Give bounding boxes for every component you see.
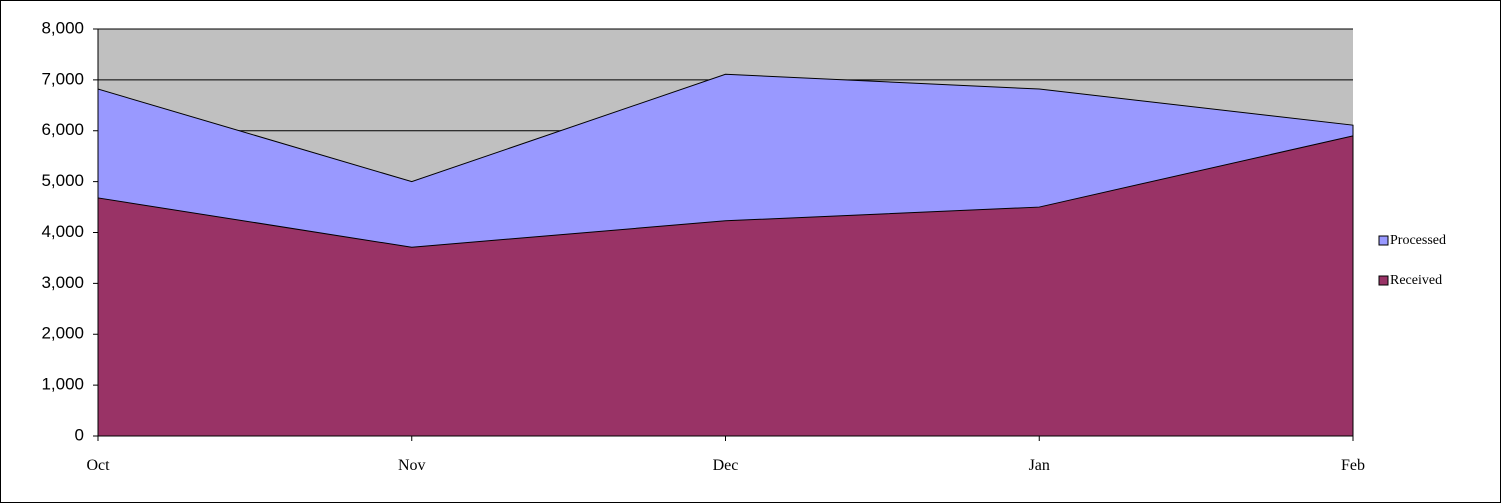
x-tick-label: Nov (398, 457, 426, 474)
y-tick-label: 3,000 (41, 273, 84, 292)
legend-label: Received (1390, 273, 1442, 288)
x-tick-label: Feb (1341, 457, 1365, 474)
y-tick-label: 2,000 (41, 324, 84, 343)
y-tick-label: 4,000 (41, 222, 84, 241)
legend-label: Processed (1390, 233, 1446, 248)
y-tick-label: 0 (75, 425, 84, 444)
legend-swatch (1378, 235, 1389, 246)
y-tick-label: 5,000 (41, 171, 84, 190)
y-tick-label: 7,000 (41, 69, 84, 88)
area (97, 135, 1354, 437)
y-tick-label: 8,000 (41, 18, 84, 37)
y-tick-label: 6,000 (41, 120, 84, 139)
x-tick-label: Jan (1029, 457, 1050, 474)
y-tick-label: 1,000 (41, 375, 84, 394)
legend-swatch (1378, 275, 1389, 286)
x-tick-label: Dec (713, 457, 739, 474)
x-tick-label: Oct (86, 457, 110, 474)
